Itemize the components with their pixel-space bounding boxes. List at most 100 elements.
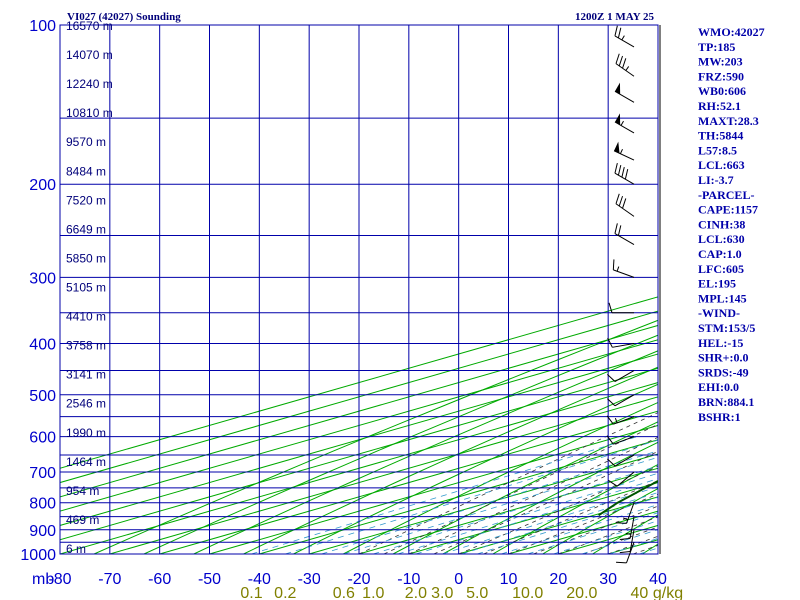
stability-index: STM:153/5	[698, 321, 755, 335]
mixing-ratio-tick-label: 20.0	[566, 585, 597, 600]
wind-barb-half-feather	[621, 35, 625, 41]
wind-barb-half-feather	[616, 266, 620, 272]
wind-barb-flag	[614, 113, 621, 125]
height-label: 9570 m	[66, 135, 106, 149]
moist-adiabat-line	[458, 465, 658, 554]
wind-barb-feather	[618, 195, 624, 207]
height-label: 469 m	[66, 513, 99, 527]
stability-index: LI:-3.7	[698, 173, 734, 187]
dry-adiabat-line	[293, 383, 658, 554]
mixing-ratio-tick-label: 2.0	[405, 585, 427, 600]
wind-barb-feather	[617, 164, 622, 176]
height-label: 8484 m	[66, 164, 106, 178]
wind-barb-staff	[613, 416, 635, 425]
wind-barb-staff	[614, 454, 635, 467]
height-label: 6 m	[66, 542, 86, 556]
stability-index: WB0:606	[698, 84, 746, 98]
temperature-tick-label: -20	[347, 571, 370, 588]
isotherm-line	[309, 453, 658, 554]
stability-indices: WMO:42027TP:185MW:203FRZ:590WB0:606RH:52…	[698, 25, 765, 424]
mixing-ratio-tick-label: 1.0	[362, 585, 384, 600]
wind-barb-feather	[619, 550, 631, 554]
wind-barb-staff	[626, 542, 635, 564]
stability-index: EL:195	[698, 277, 736, 291]
wind-barb-feather	[622, 198, 627, 209]
pressure-tick-label: 700	[29, 465, 56, 482]
dry-adiabat-line	[193, 350, 658, 554]
pressure-tick-labels: 100 200 300 400 500 600 700 800 900 1000	[20, 18, 56, 564]
mixing-ratio-tick-label: 0.6	[333, 585, 355, 600]
height-labels: 16570 m 14070 m 12240 m 10810 m 9570 m 8484 m…	[66, 19, 113, 556]
wind-barb-half-feather	[622, 517, 629, 521]
wind-barb-feather	[618, 55, 624, 67]
dry-adiabat-line	[93, 319, 658, 554]
mixing-ratio-tick-label: 5.0	[466, 585, 488, 600]
temperature-tick-label: 40	[649, 571, 667, 588]
wind-barb-half-feather	[620, 120, 624, 126]
stability-index: LFC:605	[698, 262, 744, 276]
pressure-grid	[59, 24, 659, 555]
wind-barb-staff	[614, 90, 635, 103]
wind-barb-feather	[607, 374, 616, 382]
stability-index: FRZ:590	[698, 69, 744, 83]
wind-barb-feather	[608, 480, 618, 487]
temperature-tick-label: -60	[148, 571, 171, 588]
height-label: 1990 m	[66, 426, 106, 440]
temperature-tick-label: 10	[500, 571, 518, 588]
wind-barb-staff	[614, 370, 635, 382]
height-label: 4410 m	[66, 310, 106, 324]
wind-barb-feather	[606, 415, 614, 425]
stability-index: CAPE:1157	[698, 203, 758, 217]
wind-barb-staff	[616, 471, 635, 487]
stability-index: -WIND-	[698, 306, 740, 320]
stability-index: HEL:-15	[698, 336, 743, 350]
wind-barb-feather	[607, 337, 613, 348]
stability-index: MW:203	[698, 55, 743, 69]
pressure-tick-label: 100	[29, 18, 56, 35]
stability-index: LCL:663	[698, 158, 745, 172]
isotherm-line	[60, 382, 658, 554]
wind-barb-staff	[612, 342, 635, 348]
chart-title: VI027 (42027) Sounding	[67, 11, 181, 23]
wind-barb-feather	[615, 53, 620, 64]
stability-index: BRN:884.1	[698, 395, 754, 409]
wind-barb-feather	[606, 435, 614, 445]
mixing-ratio-unit: g/kg	[653, 585, 683, 600]
moist-adiabat-line	[433, 450, 658, 554]
height-label: 7520 m	[66, 193, 106, 207]
height-label: 3141 m	[66, 368, 106, 382]
wind-barb-staff	[614, 121, 635, 134]
temperature-tick-label: -50	[198, 571, 221, 588]
isotherm-line	[60, 367, 658, 541]
wind-barb-feather	[624, 168, 629, 180]
pressure-tick-label: 1000	[20, 547, 56, 564]
wind-barb-feather	[622, 58, 627, 69]
temperature-tick-label: 0	[454, 571, 463, 588]
pressure-tick-label: 200	[29, 177, 56, 194]
dry-adiabat-line	[243, 366, 658, 554]
wind-barb-staff	[613, 150, 635, 161]
stability-index: TH:5844	[698, 129, 743, 143]
pressure-tick-label: 900	[29, 523, 56, 540]
wind-barb-feather	[612, 259, 615, 270]
stability-index: CAP:1.0	[698, 247, 742, 261]
temperature-tick-label: -10	[397, 571, 420, 588]
isotherm-line	[159, 410, 658, 554]
pressure-tick-label: 500	[29, 388, 56, 405]
wind-barb-feather	[608, 302, 613, 313]
stability-index: WMO:42027	[698, 25, 765, 39]
isotherm-line	[60, 296, 658, 469]
temperature-tick-label: -30	[298, 571, 321, 588]
isotherm-line	[209, 424, 658, 554]
pressure-tick-label: 400	[29, 336, 56, 353]
wind-barb-feather	[621, 166, 625, 178]
height-label: 954 m	[66, 484, 99, 498]
wind-barb-feather	[616, 561, 627, 564]
chart-datetime: 1200Z 1 MAY 25	[575, 11, 654, 23]
wind-barb-half-feather	[625, 66, 630, 71]
moist-adiabat-line	[508, 493, 658, 554]
wind-barb-feather	[617, 27, 622, 39]
wind-barb-feather	[615, 193, 620, 204]
mixing-ratio-tick-label: 3.0	[431, 585, 453, 600]
